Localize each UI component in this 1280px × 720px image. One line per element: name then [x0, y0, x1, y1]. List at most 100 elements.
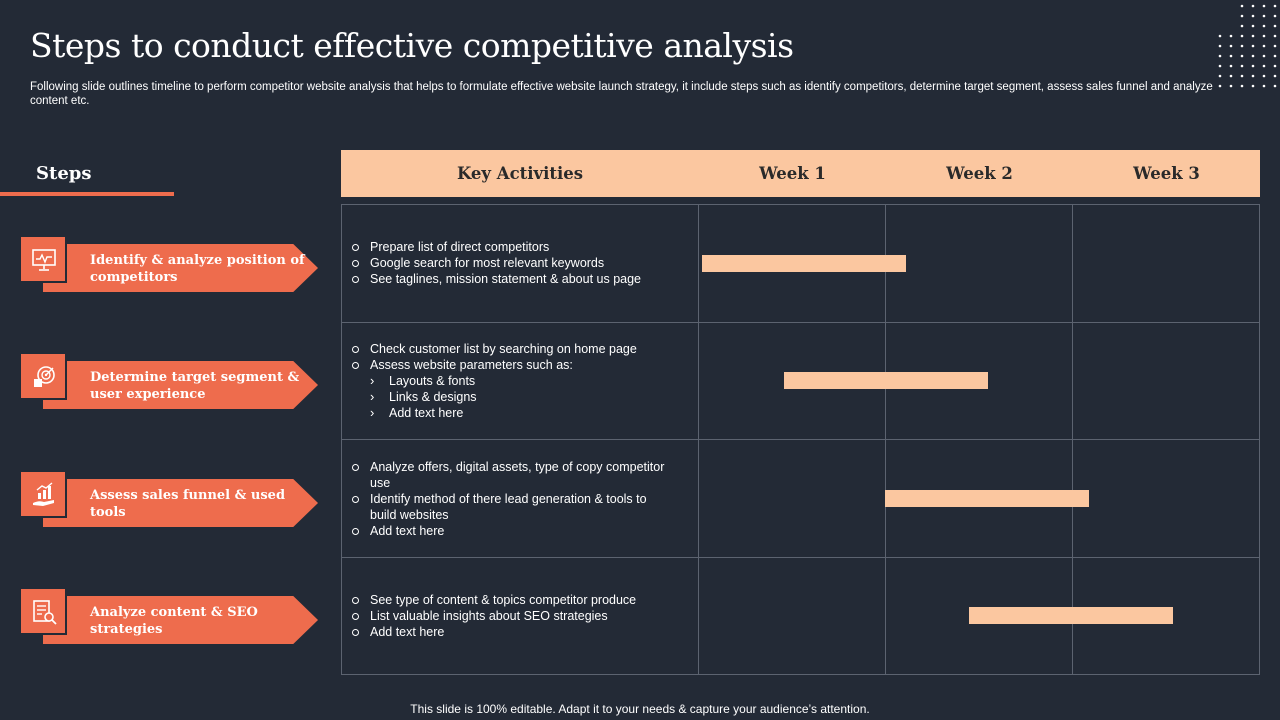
decorative-dot	[1262, 74, 1266, 78]
decorative-dot	[1240, 84, 1244, 88]
decorative-dot	[1262, 54, 1266, 58]
step-label: Identify & analyze position of competito…	[90, 253, 305, 285]
decorative-dot	[1218, 74, 1222, 78]
footer-note: This slide is 100% editable. Adapt it to…	[410, 702, 870, 716]
list-subitem: Layouts & fonts	[352, 373, 692, 389]
page-subtitle: Following slide outlines timeline to per…	[30, 81, 1213, 107]
step-arrow	[43, 596, 318, 644]
steps-heading: Steps	[36, 163, 92, 184]
header-week-2: Week 2	[946, 164, 1013, 183]
activity-list-3: Analyze offers, digital assets, type of …	[352, 459, 672, 539]
list-item: List valuable insights about SEO strateg…	[352, 608, 692, 624]
grid-divider	[341, 322, 1260, 323]
decorative-dot	[1273, 74, 1277, 78]
step-1: Identify & analyze position of competito…	[21, 237, 321, 292]
grid-divider	[341, 557, 1260, 558]
decorative-dot	[1251, 34, 1255, 38]
decorative-dot	[1251, 44, 1255, 48]
list-item: Analyze offers, digital assets, type of …	[352, 459, 672, 491]
list-item: Check customer list by searching on home…	[352, 341, 692, 357]
decorative-dot	[1262, 14, 1266, 18]
step-4: Analyze content & SEO strategies	[21, 589, 321, 644]
decorative-dot	[1262, 34, 1266, 38]
list-item: Add text here	[352, 523, 672, 539]
list-item: Add text here	[352, 624, 692, 640]
decorative-dot	[1273, 84, 1277, 88]
decorative-dot	[1251, 54, 1255, 58]
list-item: See type of content & topics competitor …	[352, 592, 692, 608]
decorative-dot	[1240, 64, 1244, 68]
decorative-dot	[1273, 34, 1277, 38]
decorative-dot	[1251, 24, 1255, 28]
header-week-3: Week 3	[1133, 164, 1200, 183]
header-week-1: Week 1	[759, 164, 826, 183]
step-label: Analyze content & SEO strategies	[90, 605, 258, 637]
decorative-dot	[1262, 84, 1266, 88]
list-subitem: Links & designs	[352, 389, 692, 405]
list-item: Prepare list of direct competitors	[352, 239, 692, 255]
decorative-dots	[1218, 4, 1277, 88]
decorative-dot	[1273, 14, 1277, 18]
list-item: See taglines, mission statement & about …	[352, 271, 692, 287]
list-item: Google search for most relevant keywords	[352, 255, 692, 271]
decorative-dot	[1229, 54, 1233, 58]
decorative-dot	[1251, 84, 1255, 88]
step-arrow	[43, 479, 318, 527]
list-item: Assess website parameters such as:	[352, 357, 692, 373]
step-arrow	[43, 361, 318, 409]
step-arrow	[43, 244, 318, 292]
decorative-dot	[1229, 44, 1233, 48]
decorative-dot	[1218, 34, 1222, 38]
step-label: Determine target segment & user experien…	[90, 370, 300, 402]
steps-underline	[0, 192, 174, 196]
decorative-dot	[1240, 54, 1244, 58]
decorative-dot	[1262, 24, 1266, 28]
decorative-dot	[1251, 4, 1255, 8]
decorative-dot	[1240, 14, 1244, 18]
step-3: Assess sales funnel & used tools	[21, 472, 321, 527]
table-header: Key Activities Week 1 Week 2 Week 3	[341, 150, 1260, 197]
decorative-dot	[1218, 64, 1222, 68]
decorative-dot	[1218, 54, 1222, 58]
decorative-dot	[1240, 24, 1244, 28]
header-key-activities: Key Activities	[456, 164, 584, 183]
grid-divider	[341, 439, 1260, 440]
monitor-chart-icon	[21, 237, 67, 283]
timeline-bar-1	[702, 255, 906, 272]
page-title: Steps to conduct effective competitive a…	[30, 26, 794, 65]
decorative-dot	[1218, 84, 1222, 88]
target-segment-icon	[21, 354, 67, 400]
step-2: Determine target segment & user experien…	[21, 354, 321, 409]
decorative-dot	[1240, 44, 1244, 48]
decorative-dot	[1218, 44, 1222, 48]
list-item: Identify method of there lead generation…	[352, 491, 672, 523]
decorative-dot	[1229, 84, 1233, 88]
decorative-dot	[1273, 24, 1277, 28]
decorative-dot	[1273, 54, 1277, 58]
list-subitem: Add text here	[352, 405, 692, 421]
decorative-dot	[1262, 64, 1266, 68]
timeline-bar-3	[885, 490, 1089, 507]
decorative-dot	[1251, 74, 1255, 78]
decorative-dot	[1273, 4, 1277, 8]
decorative-dot	[1251, 64, 1255, 68]
document-search-icon	[21, 589, 67, 635]
step-label: Assess sales funnel & used tools	[90, 488, 286, 520]
growth-hand-icon	[21, 472, 67, 518]
decorative-dot	[1240, 4, 1244, 8]
activity-list-4: See type of content & topics competitor …	[352, 592, 692, 640]
decorative-dot	[1240, 74, 1244, 78]
decorative-dot	[1273, 64, 1277, 68]
decorative-dot	[1273, 44, 1277, 48]
timeline-bar-4	[969, 607, 1173, 624]
decorative-dot	[1251, 14, 1255, 18]
activity-list-1: Prepare list of direct competitors Googl…	[352, 239, 692, 287]
timeline-bar-2	[784, 372, 988, 389]
activity-list-2: Check customer list by searching on home…	[352, 341, 692, 421]
decorative-dot	[1240, 34, 1244, 38]
decorative-dot	[1229, 64, 1233, 68]
decorative-dot	[1262, 4, 1266, 8]
decorative-dot	[1229, 34, 1233, 38]
decorative-dot	[1229, 74, 1233, 78]
decorative-dot	[1262, 44, 1266, 48]
